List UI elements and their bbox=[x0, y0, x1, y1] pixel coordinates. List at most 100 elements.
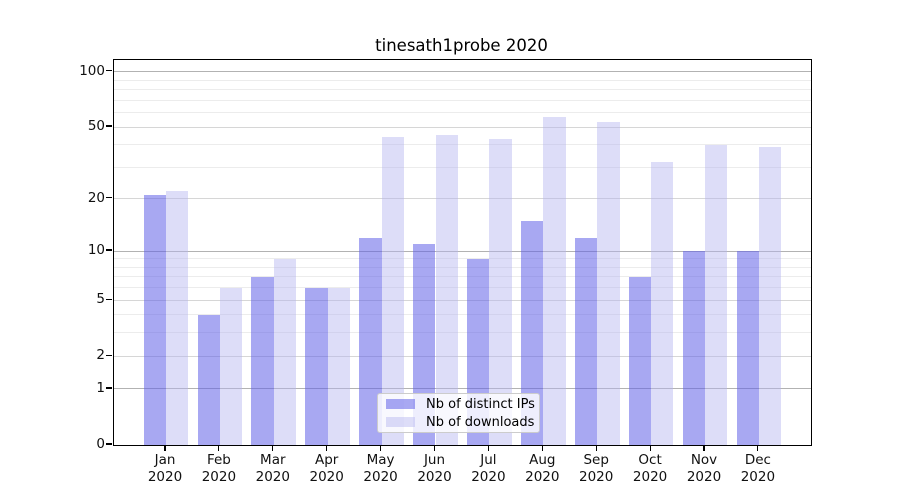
x-tick-label: May 2020 bbox=[349, 452, 413, 486]
x-tick-label-year: 2020 bbox=[740, 469, 776, 485]
gridline-minor bbox=[114, 144, 811, 146]
gridline-minor bbox=[114, 258, 811, 260]
gridline-major bbox=[114, 299, 811, 301]
x-tick-mark bbox=[326, 445, 328, 451]
bar-downloads bbox=[758, 146, 782, 445]
bar-downloads bbox=[273, 258, 297, 445]
y-tick-mark bbox=[106, 443, 112, 445]
gridline-major bbox=[114, 355, 811, 357]
y-tick-mark bbox=[106, 70, 112, 72]
bar-downloads bbox=[705, 144, 728, 445]
bar-distinct-ips bbox=[628, 276, 652, 445]
x-tick-label: Mar 2020 bbox=[241, 452, 305, 486]
legend-label: Nb of distinct IPs bbox=[426, 396, 535, 412]
gridline-minor bbox=[114, 332, 811, 334]
x-tick-label: Sep 2020 bbox=[564, 452, 628, 486]
x-tick-label: Jun 2020 bbox=[403, 452, 467, 486]
y-tick-mark bbox=[106, 197, 112, 199]
y-tick-label: 100 bbox=[79, 62, 105, 79]
gridline-minor bbox=[114, 276, 811, 278]
gridline-minor bbox=[114, 99, 811, 101]
y-tick-mark bbox=[106, 249, 112, 251]
x-tick-label: Dec 2020 bbox=[726, 452, 790, 486]
y-tick-label: 20 bbox=[87, 189, 105, 206]
bar-distinct-ips bbox=[520, 220, 544, 445]
x-tick-label: Jul 2020 bbox=[456, 452, 520, 486]
x-tick-mark bbox=[487, 445, 489, 451]
x-tick-label: Feb 2020 bbox=[187, 452, 251, 486]
x-tick-label-year: 2020 bbox=[525, 469, 560, 485]
y-tick-mark bbox=[106, 298, 112, 300]
gridline-minor bbox=[114, 112, 811, 114]
x-tick-label: Jan 2020 bbox=[133, 452, 197, 486]
gridline-major bbox=[114, 71, 811, 73]
y-tick-mark bbox=[106, 125, 112, 127]
x-tick-label-year: 2020 bbox=[309, 469, 344, 485]
gridline-minor bbox=[114, 287, 811, 289]
gridline-minor bbox=[114, 314, 811, 316]
x-tick-label-year: 2020 bbox=[147, 469, 183, 485]
gridline-major bbox=[114, 250, 811, 252]
bar-downloads bbox=[489, 138, 512, 445]
x-tick-label-year: 2020 bbox=[579, 469, 614, 485]
x-tick-label: Aug 2020 bbox=[510, 452, 574, 486]
legend-row: Nb of downloads bbox=[386, 414, 535, 430]
gridline-major bbox=[114, 126, 811, 128]
gridline-major bbox=[114, 198, 811, 200]
bar-distinct-ips bbox=[736, 251, 759, 445]
y-tick-label: 10 bbox=[87, 242, 105, 259]
x-tick-label-year: 2020 bbox=[686, 469, 722, 485]
gridline-minor bbox=[114, 166, 811, 168]
legend-swatch-distinct-ips bbox=[386, 399, 415, 409]
bar-distinct-ips bbox=[305, 287, 328, 445]
gridline-minor bbox=[114, 89, 811, 91]
gridline-minor bbox=[114, 266, 811, 268]
x-tick-mark bbox=[272, 445, 274, 451]
bar-distinct-ips bbox=[143, 195, 166, 445]
bar-distinct-ips bbox=[574, 237, 598, 445]
plot-area bbox=[113, 59, 812, 446]
bar-downloads bbox=[327, 287, 351, 445]
x-tick-mark bbox=[218, 445, 220, 451]
bar-downloads bbox=[543, 116, 566, 445]
y-tick-mark bbox=[106, 354, 112, 356]
bar-downloads bbox=[651, 162, 674, 445]
gridline-minor bbox=[114, 79, 811, 81]
y-tick-label: 1 bbox=[96, 379, 105, 396]
bar-downloads bbox=[435, 135, 458, 445]
legend: Nb of distinct IPs Nb of downloads bbox=[377, 393, 540, 433]
x-tick-mark bbox=[649, 445, 651, 451]
gridline-major bbox=[114, 388, 811, 390]
x-tick-mark bbox=[757, 445, 759, 451]
y-tick-mark bbox=[106, 387, 112, 389]
x-tick-mark bbox=[703, 445, 705, 451]
y-tick-label: 0 bbox=[96, 436, 105, 452]
x-tick-label-year: 2020 bbox=[471, 469, 506, 485]
y-tick-label: 50 bbox=[87, 118, 105, 135]
bar-downloads bbox=[219, 287, 243, 445]
bar-downloads bbox=[597, 122, 620, 445]
x-tick-mark bbox=[595, 445, 597, 451]
x-tick-label-year: 2020 bbox=[201, 469, 237, 485]
x-tick-mark bbox=[433, 445, 436, 451]
bar-downloads bbox=[381, 137, 404, 445]
chart-title: tinesath1probe 2020 bbox=[375, 36, 548, 55]
x-tick-label-year: 2020 bbox=[632, 469, 668, 485]
x-tick-mark bbox=[380, 445, 382, 451]
y-tick-label: 2 bbox=[96, 347, 105, 364]
legend-swatch-downloads bbox=[386, 417, 415, 427]
x-tick-label-year: 2020 bbox=[255, 469, 290, 485]
x-tick-mark bbox=[164, 445, 166, 451]
x-tick-label: Nov 2020 bbox=[672, 452, 736, 486]
bar-distinct-ips bbox=[197, 314, 220, 445]
x-tick-label-year: 2020 bbox=[417, 469, 452, 485]
bar-distinct-ips bbox=[359, 237, 382, 445]
bar-distinct-ips bbox=[682, 251, 705, 445]
y-tick-label: 5 bbox=[96, 291, 105, 308]
x-tick-label: Apr 2020 bbox=[295, 452, 359, 486]
x-tick-mark bbox=[541, 445, 543, 451]
bar-downloads bbox=[166, 191, 189, 445]
legend-label: Nb of downloads bbox=[426, 414, 535, 430]
x-tick-label-year: 2020 bbox=[363, 469, 398, 485]
